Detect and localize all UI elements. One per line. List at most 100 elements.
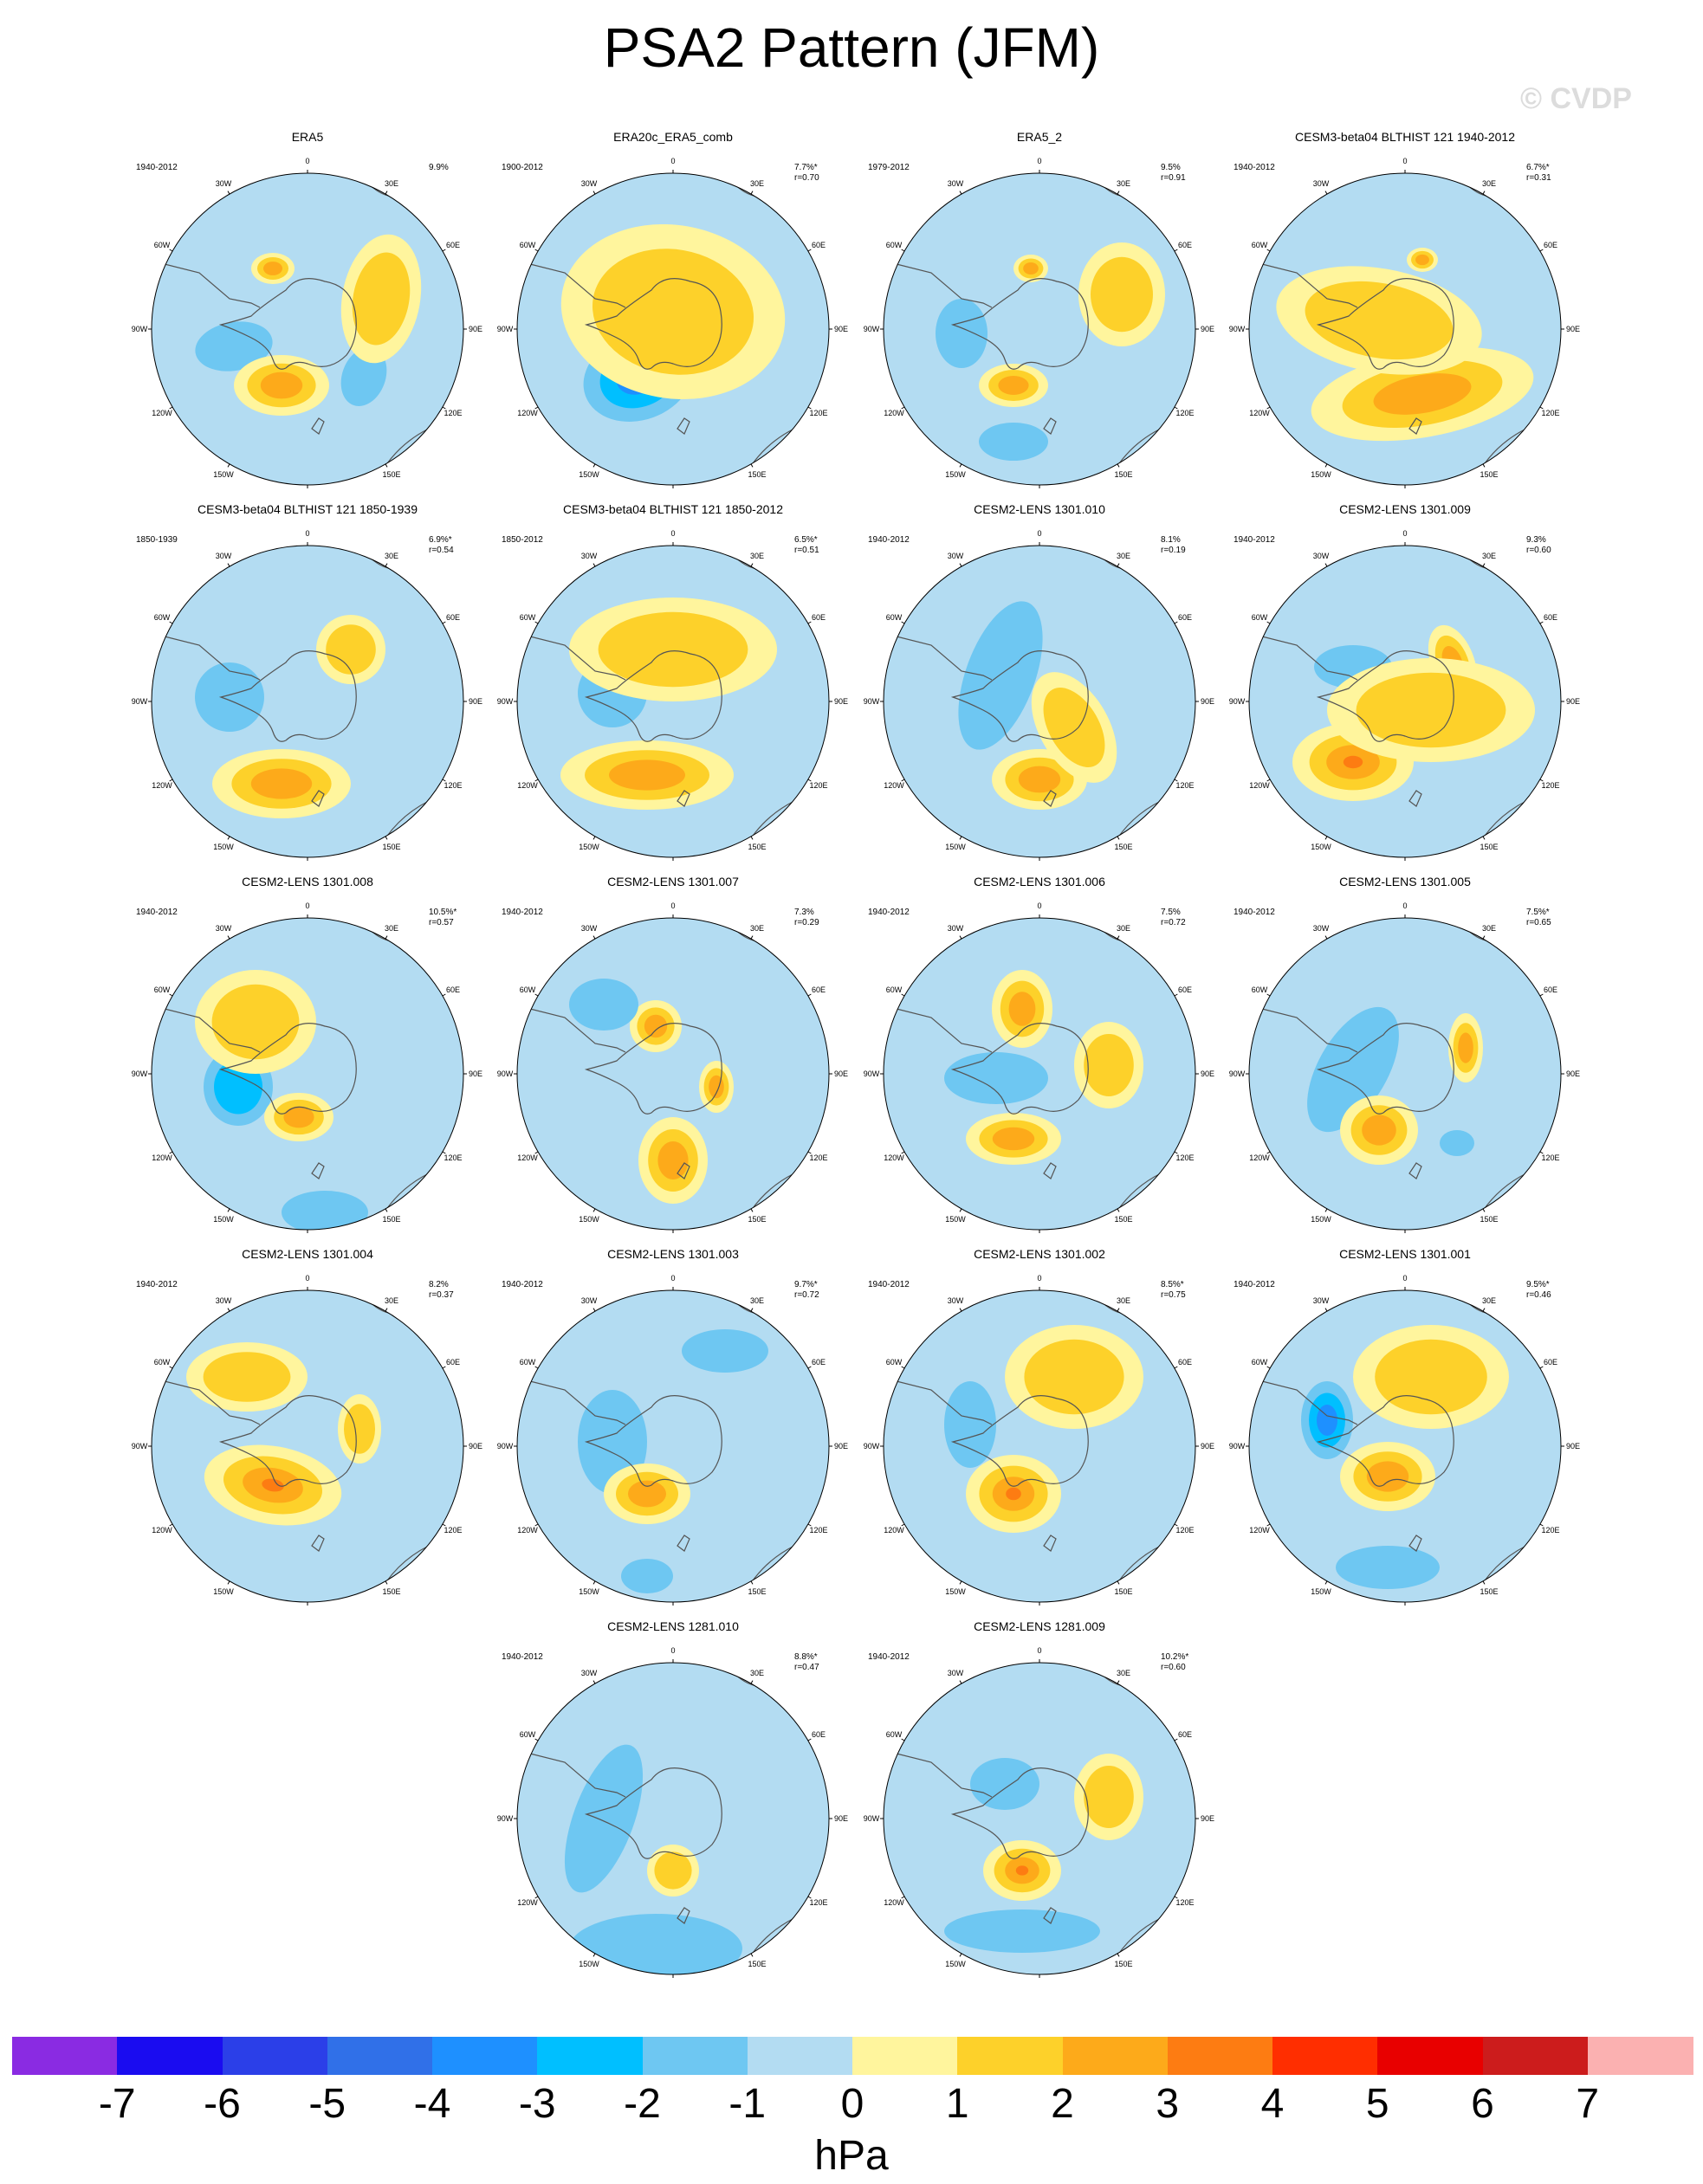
panel-years: 1940-2012 bbox=[136, 163, 178, 172]
positive-anomaly-contour bbox=[250, 768, 313, 799]
antarctica-coastline bbox=[1316, 650, 1454, 742]
colorbar-tick-label: -6 bbox=[204, 2081, 241, 2127]
positive-anomaly-contour bbox=[260, 372, 303, 399]
lon-tick bbox=[807, 1523, 812, 1527]
lon-tick bbox=[442, 1523, 446, 1527]
lon-label: 120E bbox=[809, 1153, 827, 1162]
lon-label: 90W bbox=[132, 1069, 148, 1078]
lon-tick bbox=[807, 1366, 812, 1369]
lon-label: 60E bbox=[1178, 1730, 1192, 1739]
panel-stats: 9.5% r=0.91 bbox=[1161, 163, 1186, 184]
lon-label: 30E bbox=[750, 552, 764, 560]
new-zealand-coastline bbox=[677, 1162, 690, 1179]
panel-stats: 7.7%* r=0.70 bbox=[794, 163, 819, 184]
lon-label: 30E bbox=[1117, 1296, 1130, 1305]
percent-variance: 7.5% bbox=[1161, 908, 1181, 917]
colorbar-swatch bbox=[1062, 2037, 1169, 2075]
polar-map: 0 30E 60E 90E 120E 150E 180 150W 120W 90W 60W 30W bbox=[497, 157, 848, 494]
lon-tick bbox=[169, 621, 173, 624]
lon-label: 60W bbox=[886, 241, 903, 249]
lon-label: 180 bbox=[1398, 865, 1411, 866]
lon-tick bbox=[592, 836, 596, 840]
lon-tick bbox=[1266, 993, 1271, 997]
lon-label: 120E bbox=[1541, 1526, 1559, 1535]
lon-label: 0 bbox=[1402, 157, 1407, 165]
lon-tick bbox=[1324, 1580, 1328, 1585]
lon-label: 120E bbox=[444, 1153, 462, 1162]
lon-tick bbox=[901, 249, 905, 252]
south-america-coastline bbox=[529, 1380, 626, 1425]
map-panel: ERA20c_ERA5_comb 1900-2012 7.7%* r=0.70 0 30E… bbox=[491, 130, 855, 494]
lon-label: 120E bbox=[809, 409, 827, 417]
lon-label: 60W bbox=[520, 985, 536, 994]
lon-label: 0 bbox=[670, 1274, 675, 1283]
lon-label: 120E bbox=[444, 781, 462, 790]
lon-tick bbox=[592, 1308, 596, 1312]
south-america-coastline bbox=[1261, 1380, 1358, 1425]
positive-anomaly-contour bbox=[998, 376, 1029, 395]
lon-label: 30W bbox=[948, 552, 964, 560]
lon-tick bbox=[592, 1680, 596, 1684]
lon-label: 150E bbox=[1114, 1960, 1132, 1968]
lon-label: 90W bbox=[864, 1442, 880, 1451]
panel-title: CESM2-LENS 1281.010 bbox=[607, 1619, 739, 1633]
lon-tick bbox=[1266, 779, 1271, 782]
negative-anomaly-contour bbox=[195, 321, 273, 372]
polar-map: 0 30E 60E 90E 120E 150E 180 150W 120W 90W 60W 30W bbox=[864, 157, 1214, 494]
map-panel: CESM2-LENS 1301.001 1940-2012 9.5%* r=0.46 0… bbox=[1223, 1247, 1587, 1611]
pattern-correlation: r=0.47 bbox=[794, 1663, 819, 1672]
south-america-coastline bbox=[896, 1008, 993, 1053]
lon-tick bbox=[442, 406, 446, 410]
lon-label: 180 bbox=[666, 865, 679, 866]
lon-label: 120W bbox=[517, 1153, 538, 1162]
lon-tick bbox=[169, 993, 173, 997]
lon-label: 90W bbox=[132, 325, 148, 333]
lon-tick bbox=[1482, 1208, 1486, 1212]
lon-label: 150E bbox=[1114, 470, 1132, 479]
new-zealand-coastline bbox=[677, 1907, 690, 1924]
lon-label: 30W bbox=[948, 1296, 964, 1305]
lon-label: 120W bbox=[517, 1898, 538, 1907]
lon-label: 150E bbox=[1114, 1215, 1132, 1224]
panel-title: ERA20c_ERA5_comb bbox=[613, 130, 733, 144]
lon-tick bbox=[1117, 563, 1120, 567]
south-america-coastline bbox=[896, 1753, 993, 1798]
lon-label: 180 bbox=[666, 1237, 679, 1238]
lon-label: 120W bbox=[152, 1526, 172, 1535]
polar-map: 0 30E 60E 90E 120E 150E 180 150W 120W 90W 60W 30W bbox=[497, 1274, 848, 1611]
lon-label: 120W bbox=[884, 1898, 904, 1907]
lon-label: 150W bbox=[1311, 1587, 1331, 1596]
lon-tick bbox=[592, 1208, 596, 1212]
lon-label: 0 bbox=[305, 529, 309, 538]
panel-title: CESM2-LENS 1301.006 bbox=[974, 875, 1105, 888]
positive-anomaly-contour bbox=[1375, 1339, 1487, 1415]
colorbar-swatch bbox=[1272, 2037, 1378, 2075]
lon-tick bbox=[227, 563, 230, 567]
lon-label: 0 bbox=[1037, 1274, 1041, 1283]
colorbar-tick-label: -5 bbox=[308, 2081, 346, 2127]
panel-title: CESM2-LENS 1301.003 bbox=[607, 1247, 739, 1261]
lon-label: 60W bbox=[520, 1730, 536, 1739]
lon-tick bbox=[1266, 406, 1271, 410]
lon-tick bbox=[1117, 1208, 1120, 1212]
negative-anomaly-contour bbox=[944, 1052, 1048, 1104]
lon-tick bbox=[385, 191, 388, 195]
lon-label: 30E bbox=[385, 179, 398, 188]
lon-tick bbox=[1117, 836, 1120, 840]
lon-label: 150W bbox=[1311, 1215, 1331, 1224]
lon-tick bbox=[1266, 1151, 1271, 1154]
lon-tick bbox=[1482, 1308, 1486, 1312]
lon-label: 30W bbox=[1313, 924, 1330, 933]
lon-label: 120E bbox=[809, 781, 827, 790]
lon-label: 60W bbox=[1252, 613, 1268, 622]
colorbar-swatch bbox=[537, 2037, 643, 2075]
south-america-coastline bbox=[529, 1008, 626, 1053]
panel-years: 1979-2012 bbox=[868, 163, 910, 172]
lon-label: 150W bbox=[945, 843, 966, 851]
colorbar bbox=[12, 2037, 1693, 2075]
lon-tick bbox=[1174, 1896, 1178, 1899]
new-zealand-coastline bbox=[1408, 790, 1422, 807]
lon-label: 60E bbox=[446, 241, 460, 249]
panel-years: 1850-2012 bbox=[502, 535, 543, 545]
lon-tick bbox=[750, 836, 754, 840]
